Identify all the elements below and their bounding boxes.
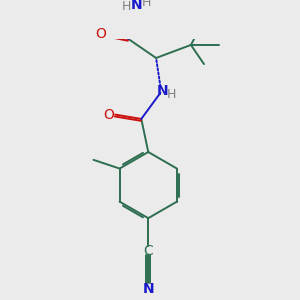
Text: H: H [167, 88, 176, 101]
Text: H: H [122, 0, 131, 13]
Text: O: O [103, 108, 115, 122]
Text: N: N [142, 282, 154, 296]
Text: C: C [143, 244, 153, 258]
Text: N: N [131, 0, 143, 12]
Text: O: O [95, 28, 106, 41]
Text: N: N [157, 84, 169, 98]
Text: H: H [142, 0, 151, 9]
